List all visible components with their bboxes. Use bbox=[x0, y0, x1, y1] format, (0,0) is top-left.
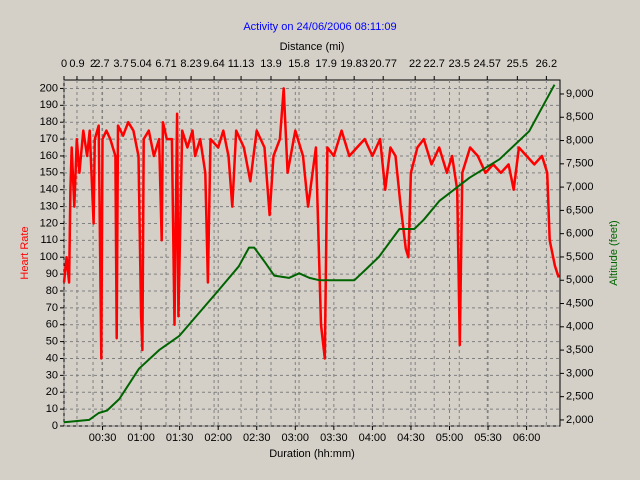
y2-tick-label: 5,500 bbox=[566, 251, 594, 263]
x2-tick-label: 6.71 bbox=[155, 58, 176, 70]
y-tick-label: 180 bbox=[40, 116, 58, 128]
y-tick-label: 30 bbox=[46, 369, 58, 381]
y2-tick-label: 4,000 bbox=[566, 321, 594, 333]
y-tick-label: 40 bbox=[46, 352, 58, 364]
y2-tick-label: 6,500 bbox=[566, 204, 594, 216]
y2-tick-label: 3,000 bbox=[566, 367, 594, 379]
x2-tick-label: 9.64 bbox=[203, 58, 224, 70]
x2-tick-label: 26.2 bbox=[536, 58, 557, 70]
chart-title: Activity on 24/06/2006 08:11:09 bbox=[243, 21, 396, 33]
x-tick-label: 03:30 bbox=[320, 432, 348, 444]
x2-tick-label: 24.57 bbox=[474, 58, 502, 70]
y-tick-label: 130 bbox=[40, 200, 58, 212]
x-tick-label: 01:00 bbox=[127, 432, 155, 444]
x-tick-label: 02:00 bbox=[204, 432, 232, 444]
y-tick-label: 170 bbox=[40, 133, 58, 145]
x2-tick-label: 8.23 bbox=[180, 58, 201, 70]
y2-tick-label: 2,000 bbox=[566, 414, 594, 426]
x2-axis-label: Distance (mi) bbox=[280, 41, 345, 53]
x2-tick-label: 20.77 bbox=[369, 58, 397, 70]
y-tick-label: 20 bbox=[46, 386, 58, 398]
y-tick-label: 100 bbox=[40, 251, 58, 263]
x2-tick-label: 2.7 bbox=[94, 58, 109, 70]
y-tick-label: 90 bbox=[46, 268, 58, 280]
x-tick-label: 01:30 bbox=[166, 432, 194, 444]
y-tick-label: 10 bbox=[46, 403, 58, 415]
series-line bbox=[63, 84, 556, 424]
x2-tick-label: 5.04 bbox=[130, 58, 151, 70]
x2-tick-label: 23.5 bbox=[449, 58, 470, 70]
y-axis-label: Heart Rate bbox=[19, 226, 31, 279]
x2-tick-label: 3.7 bbox=[113, 58, 128, 70]
x-tick-label: 03:00 bbox=[282, 432, 310, 444]
y2-tick-label: 7,500 bbox=[566, 158, 594, 170]
y2-axis-label: Altitude (feet) bbox=[608, 220, 620, 285]
y-tick-label: 70 bbox=[46, 302, 58, 314]
x-tick-label: 02:30 bbox=[243, 432, 271, 444]
x2-tick-label: 22 bbox=[409, 58, 421, 70]
y-tick-label: 80 bbox=[46, 285, 58, 297]
x2-tick-label: 19.83 bbox=[340, 58, 368, 70]
y-tick-label: 60 bbox=[46, 319, 58, 331]
series-line bbox=[62, 87, 560, 360]
y2-tick-label: 5,000 bbox=[566, 274, 594, 286]
y2-tick-label: 3,500 bbox=[566, 344, 594, 356]
x-axis-label: Duration (hh:mm) bbox=[269, 448, 355, 460]
x2-tick-label: 25.5 bbox=[507, 58, 528, 70]
y2-tick-label: 9,000 bbox=[566, 88, 594, 100]
x2-tick-label: 2 bbox=[90, 58, 96, 70]
y-tick-label: 150 bbox=[40, 167, 58, 179]
y2-tick-label: 8,500 bbox=[566, 111, 594, 123]
plot-area bbox=[63, 79, 561, 427]
x2-tick-label: 13.9 bbox=[260, 58, 281, 70]
y2-tick-label: 4,500 bbox=[566, 297, 594, 309]
y2-tick-label: 6,000 bbox=[566, 228, 594, 240]
x2-tick-label: 22.7 bbox=[423, 58, 444, 70]
x-tick-label: 04:30 bbox=[397, 432, 425, 444]
x-tick-label: 05:00 bbox=[436, 432, 464, 444]
y-tick-label: 110 bbox=[40, 234, 58, 246]
y-tick-label: 140 bbox=[40, 184, 58, 196]
y2-tick-label: 7,000 bbox=[566, 181, 594, 193]
x-tick-label: 05:30 bbox=[474, 432, 502, 444]
y-tick-label: 120 bbox=[40, 217, 58, 229]
y-tick-label: 190 bbox=[40, 99, 58, 111]
x2-tick-label: 0.9 bbox=[69, 58, 84, 70]
y-tick-label: 200 bbox=[40, 82, 58, 94]
x-tick-label: 06:00 bbox=[513, 432, 541, 444]
y2-tick-label: 2,500 bbox=[566, 391, 594, 403]
x2-tick-label: 0 bbox=[61, 58, 67, 70]
y2-tick-label: 8,000 bbox=[566, 134, 594, 146]
x-tick-label: 04:00 bbox=[359, 432, 387, 444]
y-tick-label: 50 bbox=[46, 336, 58, 348]
y-tick-label: 160 bbox=[40, 150, 58, 162]
y-tick-label: 0 bbox=[52, 420, 58, 432]
x-tick-label: 00:30 bbox=[89, 432, 117, 444]
x2-tick-label: 15.8 bbox=[288, 58, 309, 70]
x2-tick-label: 11.13 bbox=[228, 58, 255, 70]
x2-tick-label: 17.9 bbox=[315, 58, 336, 70]
